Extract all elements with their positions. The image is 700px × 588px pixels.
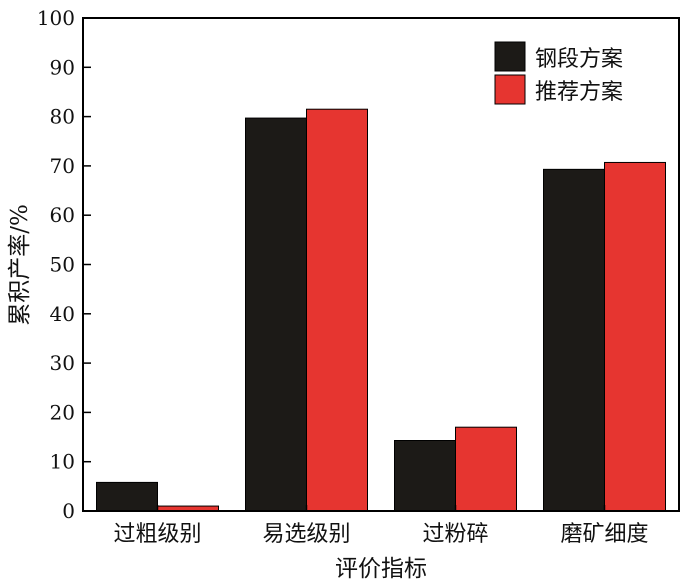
y-tick-label: 100 (37, 6, 75, 30)
y-tick-label: 90 (50, 55, 75, 79)
legend-swatch-2 (494, 74, 526, 105)
y-tick-label: 80 (50, 105, 75, 129)
legend-label-1: 钢段方案 (535, 47, 623, 72)
y-tick-label: 60 (50, 203, 75, 227)
x-category-label: 易选级别 (262, 522, 350, 547)
bars-layer (96, 108, 666, 512)
bar-series-1-category-1 (96, 481, 158, 512)
y-tick-label: 0 (62, 499, 75, 523)
y-axis-title: 累积产率/% (7, 204, 33, 326)
bar-series-1-category-4 (543, 168, 605, 512)
y-axis-ticks: 0 10 20 30 40 50 60 70 80 90 100 (37, 6, 91, 523)
y-tick-label: 20 (50, 400, 75, 424)
legend-swatch-1 (494, 41, 526, 72)
bar-series-1-category-2 (245, 117, 307, 512)
bar-series-1-category-3 (394, 440, 456, 512)
y-tick-label: 40 (50, 302, 75, 326)
x-category-label: 过粉碎 (422, 522, 488, 547)
x-axis-category-labels: 过粗级别 易选级别 过粉碎 磨矿细度 (113, 505, 649, 547)
y-tick-label: 70 (50, 154, 75, 178)
bar-series-2-category-3 (455, 426, 517, 512)
x-category-label: 过粗级别 (113, 522, 201, 547)
x-axis-title: 评价指标 (335, 556, 427, 582)
y-tick-label: 10 (50, 450, 75, 474)
y-tick-label: 50 (50, 253, 75, 277)
bar-series-2-category-2 (306, 108, 368, 512)
legend-label-2: 推荐方案 (535, 80, 623, 105)
y-tick-label: 30 (50, 351, 75, 375)
bar-series-2-category-4 (604, 161, 666, 512)
x-category-label: 磨矿细度 (560, 522, 648, 547)
